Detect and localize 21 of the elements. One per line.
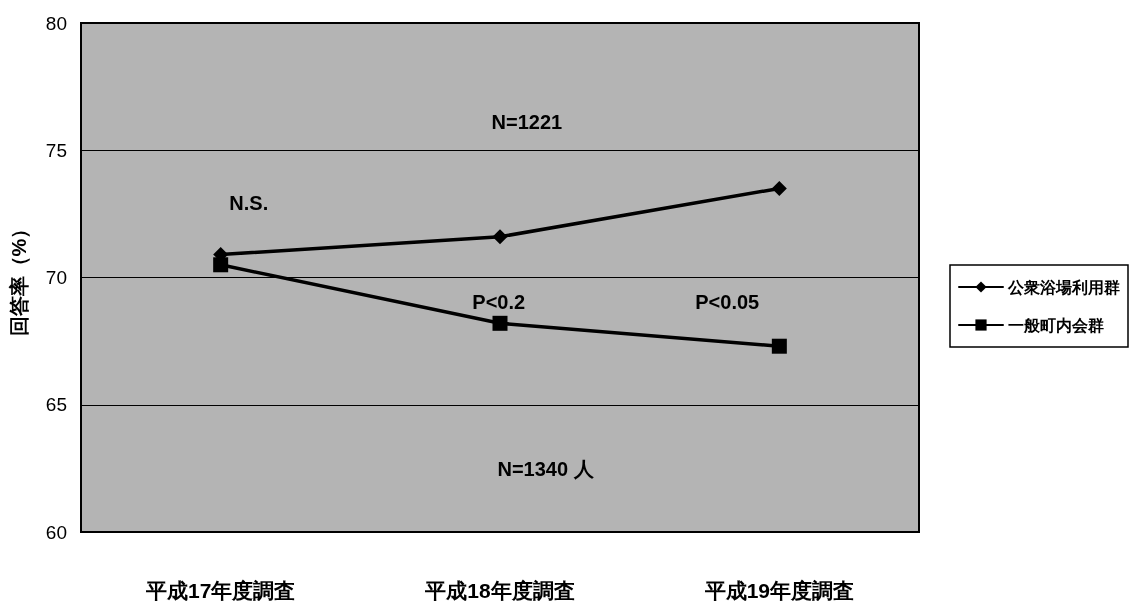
- point: [492, 229, 508, 245]
- annotation: N=1221: [491, 110, 563, 133]
- annotation: N.S.: [229, 192, 269, 215]
- x-tick-label: 平成19年度調査: [703, 579, 855, 602]
- point: [492, 315, 508, 331]
- annotation: N=1340 人: [497, 458, 595, 481]
- legend-label: 公衆浴場利用群: [1007, 278, 1120, 296]
- point: [771, 180, 787, 196]
- legend-label: 一般町内会群: [1008, 316, 1104, 334]
- x-tick-label: 平成18年度調査: [424, 579, 575, 602]
- y-tick-label: 65: [45, 394, 67, 416]
- y-tick-label: 80: [45, 12, 67, 34]
- annotation: P<0.05: [695, 290, 760, 313]
- annotation: P<0.2: [472, 290, 526, 313]
- y-axis-title: 回答率（%）: [8, 218, 30, 337]
- y-tick-label: 60: [45, 521, 67, 543]
- point: [213, 257, 229, 273]
- point: [771, 338, 787, 354]
- y-tick-label: 70: [45, 267, 67, 288]
- x-tick-label: 平成17年度調査: [144, 579, 296, 602]
- y-tick-label: 75: [45, 139, 67, 161]
